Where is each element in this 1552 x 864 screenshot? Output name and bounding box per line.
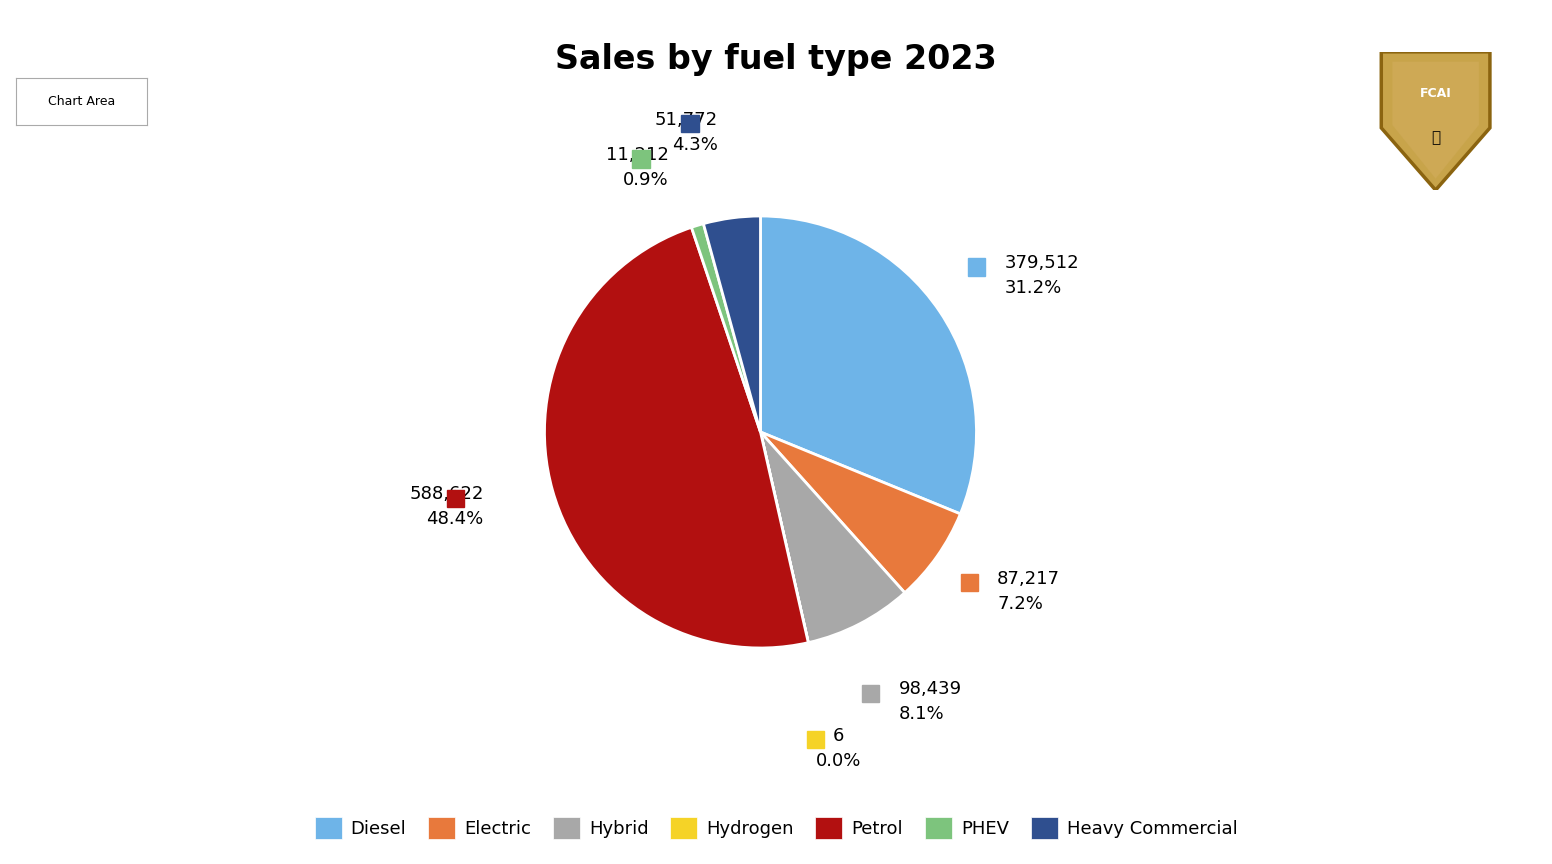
Wedge shape: [545, 227, 809, 648]
Bar: [681, 115, 698, 132]
Text: Sales by fuel type 2023: Sales by fuel type 2023: [556, 43, 996, 76]
Wedge shape: [760, 432, 905, 643]
Text: 11,212
0.9%: 11,212 0.9%: [607, 146, 669, 189]
Bar: [961, 574, 978, 591]
Text: 🦘: 🦘: [1431, 130, 1440, 145]
Legend: Diesel, Electric, Hybrid, Hydrogen, Petrol, PHEV, Heavy Commercial: Diesel, Electric, Hybrid, Hydrogen, Petr…: [307, 810, 1245, 847]
Bar: [861, 684, 880, 702]
Wedge shape: [692, 224, 760, 432]
Text: Chart Area: Chart Area: [48, 95, 115, 108]
Wedge shape: [760, 216, 976, 514]
Text: 87,217
7.2%: 87,217 7.2%: [998, 570, 1060, 613]
PathPatch shape: [1381, 52, 1490, 190]
Bar: [447, 490, 464, 507]
Bar: [807, 731, 824, 748]
Wedge shape: [760, 432, 961, 593]
Text: 6
0.0%: 6 0.0%: [815, 727, 861, 770]
Text: 379,512
31.2%: 379,512 31.2%: [1004, 254, 1079, 297]
Text: 588,622
48.4%: 588,622 48.4%: [410, 486, 484, 529]
Text: 51,772
4.3%: 51,772 4.3%: [655, 111, 719, 154]
Wedge shape: [760, 432, 809, 643]
Bar: [632, 150, 650, 168]
PathPatch shape: [1392, 61, 1479, 179]
Wedge shape: [703, 216, 760, 432]
Bar: [968, 258, 986, 276]
Text: 98,439
8.1%: 98,439 8.1%: [899, 680, 962, 723]
Text: FCAI: FCAI: [1420, 86, 1451, 100]
